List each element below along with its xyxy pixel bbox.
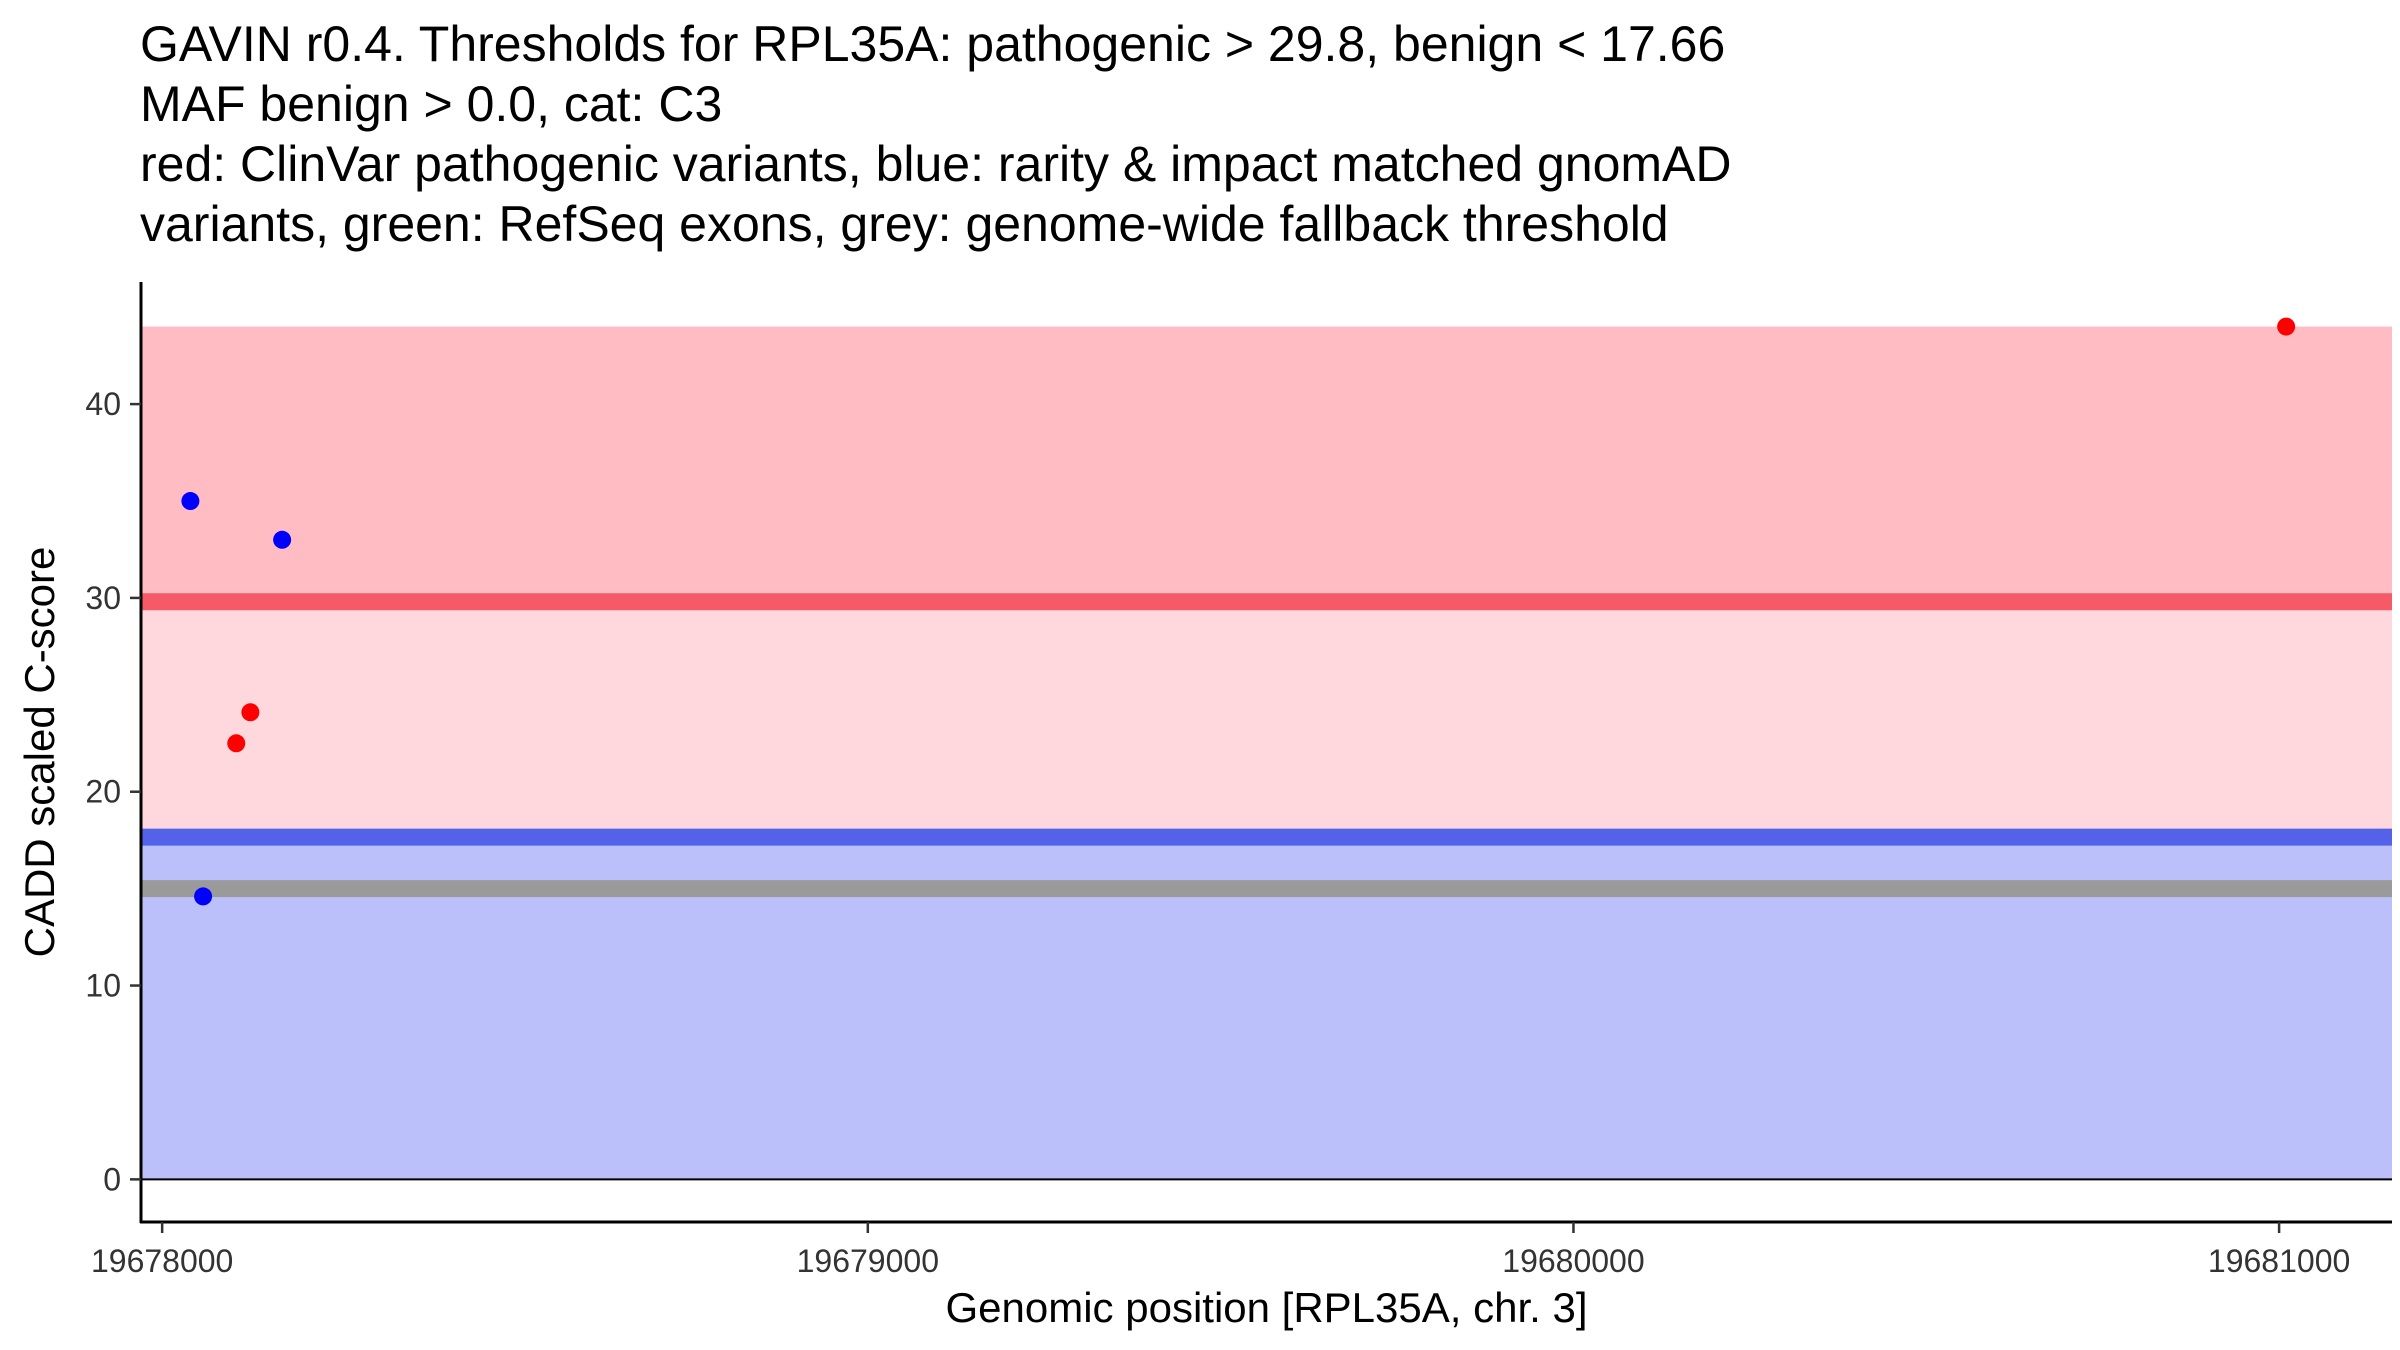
y-tick-label: 20 xyxy=(85,774,121,810)
gnomad-point-1 xyxy=(181,492,200,511)
x-axis-ticks: 19678000 19679000 19680000 19681000 xyxy=(91,1222,2350,1279)
clinvar-point-2 xyxy=(241,703,260,722)
threshold-lines xyxy=(141,593,2392,898)
pathogenic-region xyxy=(141,326,2392,602)
y-axis-title: CADD scaled C-score xyxy=(16,547,63,958)
chart-title: GAVIN r0.4. Thresholds for RPL35A: patho… xyxy=(140,14,1731,254)
x-tick-label: 19681000 xyxy=(2208,1243,2350,1279)
clinvar-point-1 xyxy=(227,734,246,753)
title-line-2: MAF benign > 0.0, cat: C3 xyxy=(140,76,723,132)
title-line-1: GAVIN r0.4. Thresholds for RPL35A: patho… xyxy=(140,16,1726,72)
x-axis-title: Genomic position [RPL35A, chr. 3] xyxy=(946,1284,1588,1331)
y-tick-label: 10 xyxy=(85,968,121,1004)
x-tick-label: 19678000 xyxy=(91,1243,233,1279)
y-tick-label: 0 xyxy=(103,1161,121,1197)
threshold-bands xyxy=(141,326,2392,1180)
gnomad-point-2 xyxy=(194,887,213,906)
y-tick-label: 30 xyxy=(85,580,121,616)
variant-points xyxy=(181,317,2296,906)
y-tick-label: 40 xyxy=(85,386,121,422)
clinvar-point-3 xyxy=(2277,317,2296,336)
gnomad-point-3 xyxy=(273,530,292,549)
x-tick-label: 19680000 xyxy=(1502,1243,1644,1279)
x-tick-label: 19679000 xyxy=(797,1243,939,1279)
y-axis-ticks: 0 10 20 30 40 xyxy=(85,386,141,1197)
title-line-3: red: ClinVar pathogenic variants, blue: … xyxy=(140,136,1732,192)
title-line-4: variants, green: RefSeq exons, grey: gen… xyxy=(140,196,1669,252)
uncertain-region xyxy=(141,601,2392,838)
